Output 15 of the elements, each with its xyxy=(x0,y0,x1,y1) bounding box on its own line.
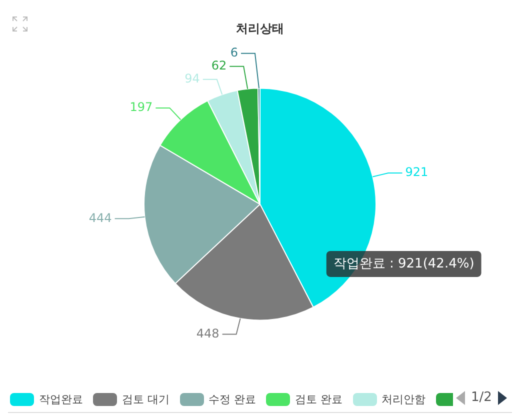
chart-title: 처리상태 xyxy=(236,21,284,36)
data-label: 6 xyxy=(230,46,238,60)
data-label: 197 xyxy=(130,100,153,114)
legend-label: 처리안함 xyxy=(382,392,426,406)
data-label: 448 xyxy=(196,326,220,340)
legend-label: 수정 완료 xyxy=(208,392,256,406)
data-label: 62 xyxy=(211,58,227,73)
legend-label: 검토 대기 xyxy=(122,392,170,406)
text: 작업완료 : 921(42.4%) xyxy=(333,256,474,272)
data-label: 94 xyxy=(184,72,200,86)
text: 1/2 xyxy=(471,390,492,405)
data-label: 921 xyxy=(405,165,428,180)
legend-label: 검토 완료 xyxy=(295,392,342,406)
data-label: 444 xyxy=(88,210,112,225)
legend-label: 작업완료 xyxy=(39,392,83,406)
